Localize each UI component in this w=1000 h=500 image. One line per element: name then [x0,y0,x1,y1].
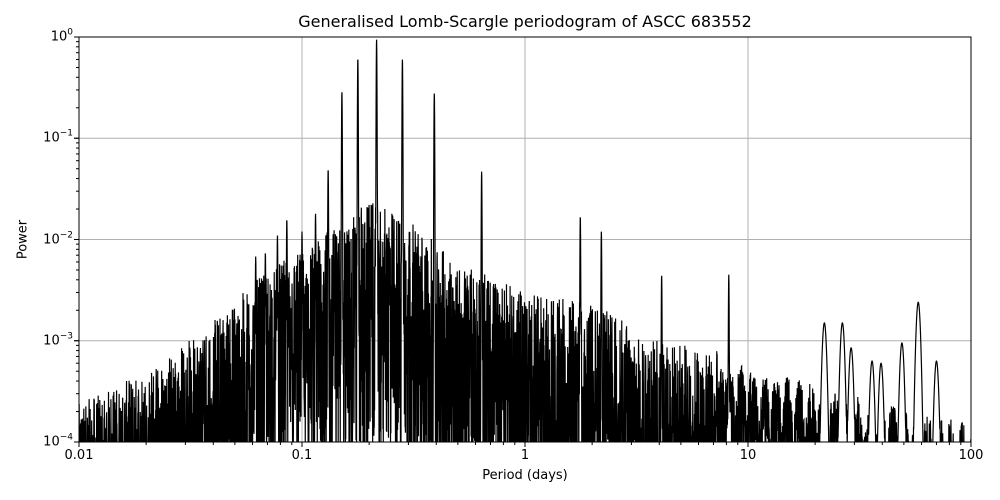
x-tick-label: 0.1 [291,448,313,463]
y-tick-label: 10−2 [43,230,73,248]
x-tick-label: 100 [958,448,984,463]
y-tick-label: 10−1 [43,128,73,146]
x-axis-label: Period (days) [482,468,568,483]
chart-title: Generalised Lomb-Scargle periodogram of … [298,12,752,31]
y-tick-label: 100 [50,27,73,45]
periodogram-line [79,39,971,442]
y-tick-label: 10−4 [43,432,73,450]
y-axis-label: Power [15,219,31,260]
x-tick-label: 10 [739,448,757,463]
axis-ticks [74,36,972,447]
x-tick-label: 1 [520,448,530,463]
x-tick-label: 0.01 [64,448,94,463]
y-tick-label: 10−3 [43,331,73,349]
